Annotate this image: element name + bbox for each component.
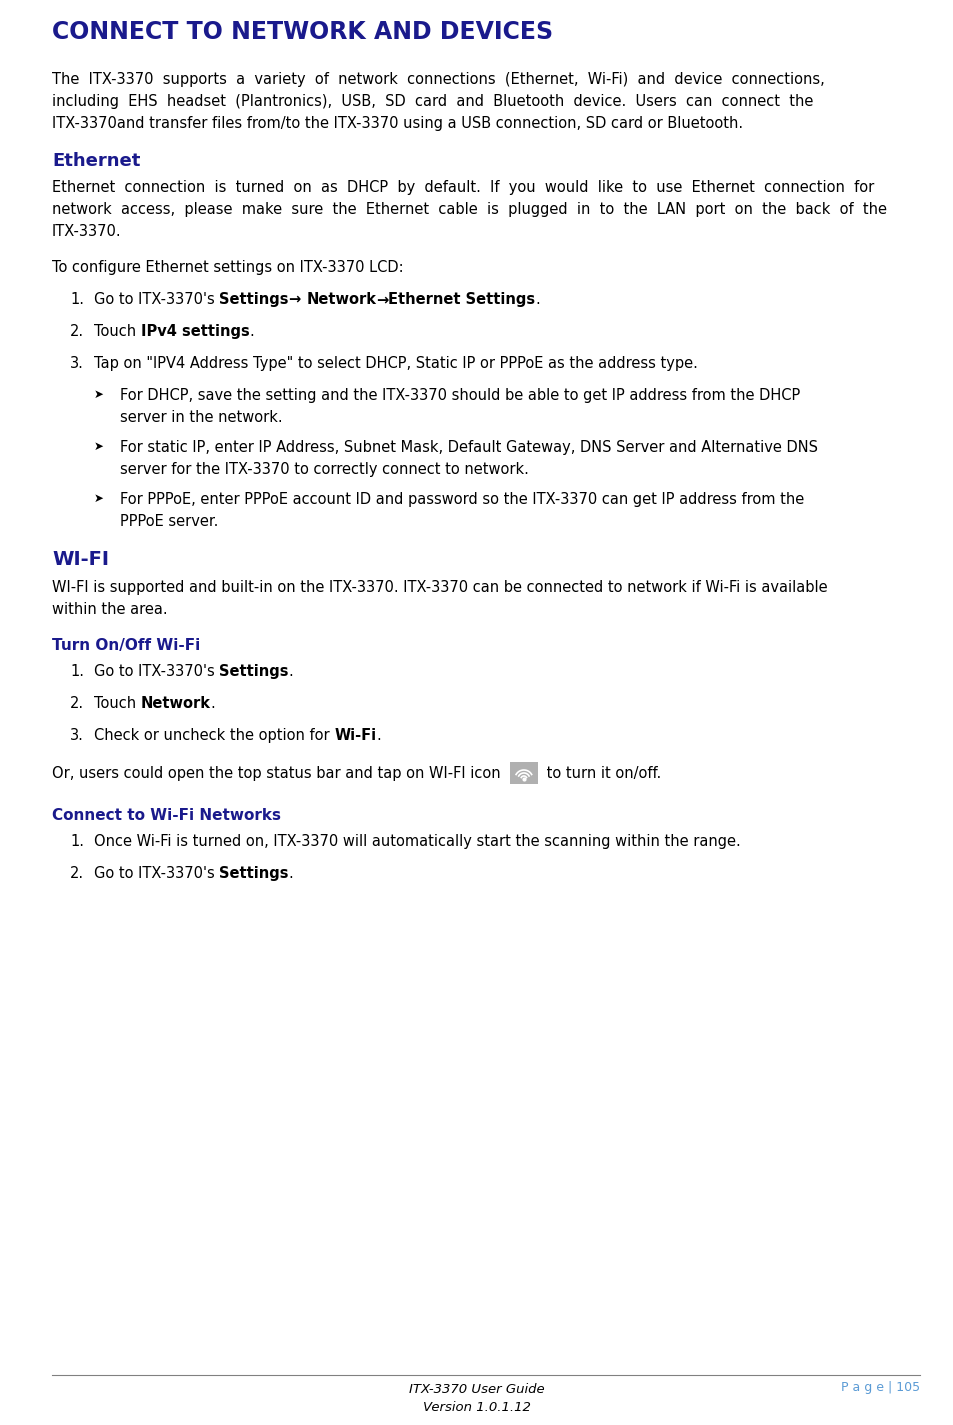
Text: 3.: 3. [70, 356, 84, 370]
Text: .: . [289, 866, 294, 881]
Text: Or, users could open the top status bar and tap on WI-FI icon: Or, users could open the top status bar … [52, 767, 509, 781]
Text: 2.: 2. [70, 866, 84, 881]
Text: 1.: 1. [70, 664, 84, 678]
Text: Ethernet  connection  is  turned  on  as  DHCP  by  default.  If  you  would  li: Ethernet connection is turned on as DHCP… [52, 180, 873, 195]
Text: To configure Ethernet settings on ITX-3370 LCD:: To configure Ethernet settings on ITX-33… [52, 259, 403, 275]
Text: For DHCP, save the setting and the ITX-3370 should be able to get IP address fro: For DHCP, save the setting and the ITX-3… [120, 388, 800, 403]
Text: Turn On/Off Wi-Fi: Turn On/Off Wi-Fi [52, 638, 200, 653]
Text: server for the ITX-3370 to correctly connect to network.: server for the ITX-3370 to correctly con… [120, 462, 528, 477]
Text: For PPPoE, enter PPPoE account ID and password so the ITX-3370 can get IP addres: For PPPoE, enter PPPoE account ID and pa… [120, 492, 803, 507]
Text: Network: Network [306, 292, 375, 306]
Text: Settings: Settings [219, 292, 289, 306]
Text: Connect to Wi-Fi Networks: Connect to Wi-Fi Networks [52, 808, 281, 824]
Text: Go to ITX-3370's: Go to ITX-3370's [94, 664, 219, 678]
Text: →: → [375, 292, 388, 306]
Text: network  access,  please  make  sure  the  Ethernet  cable  is  plugged  in  to : network access, please make sure the Eth… [52, 202, 886, 217]
Text: Ethernet Settings: Ethernet Settings [388, 292, 535, 306]
Text: Network: Network [141, 695, 211, 711]
Text: Check or uncheck the option for: Check or uncheck the option for [94, 728, 334, 742]
Text: ITX-3370and transfer files from/to the ITX-3370 using a USB connection, SD card : ITX-3370and transfer files from/to the I… [52, 115, 742, 131]
Text: 2.: 2. [70, 323, 84, 339]
Text: PPPoE server.: PPPoE server. [120, 514, 218, 529]
Text: server in the network.: server in the network. [120, 410, 282, 425]
Text: .: . [289, 664, 294, 678]
Text: including  EHS  headset  (Plantronics),  USB,  SD  card  and  Bluetooth  device.: including EHS headset (Plantronics), USB… [52, 94, 813, 108]
Text: Touch: Touch [94, 323, 141, 339]
Text: Once Wi-Fi is turned on, ITX-3370 will automatically start the scanning within t: Once Wi-Fi is turned on, ITX-3370 will a… [94, 834, 740, 849]
Text: Touch: Touch [94, 695, 141, 711]
Text: .: . [250, 323, 254, 339]
Text: within the area.: within the area. [52, 601, 168, 617]
Text: ➤: ➤ [94, 388, 104, 400]
Text: WI-FI: WI-FI [52, 550, 109, 569]
Text: P a g e | 105: P a g e | 105 [840, 1381, 919, 1394]
Text: ➤: ➤ [94, 440, 104, 453]
Text: Settings: Settings [219, 664, 289, 678]
Text: 1.: 1. [70, 834, 84, 849]
Text: .: . [211, 695, 215, 711]
Text: Wi-Fi: Wi-Fi [334, 728, 376, 742]
Text: .: . [376, 728, 381, 742]
Text: Settings: Settings [219, 866, 289, 881]
Text: Go to ITX-3370's: Go to ITX-3370's [94, 866, 219, 881]
Text: ITX-3370.: ITX-3370. [52, 224, 121, 239]
Text: CONNECT TO NETWORK AND DEVICES: CONNECT TO NETWORK AND DEVICES [52, 20, 553, 44]
Text: The  ITX-3370  supports  a  variety  of  network  connections  (Ethernet,  Wi-Fi: The ITX-3370 supports a variety of netwo… [52, 73, 824, 87]
Text: Version 1.0.1.12: Version 1.0.1.12 [422, 1401, 531, 1414]
Text: WI-FI is supported and built-in on the ITX-3370. ITX-3370 can be connected to ne: WI-FI is supported and built-in on the I… [52, 580, 827, 596]
Text: Ethernet: Ethernet [52, 152, 140, 170]
Text: Tap on "IPV4 Address Type" to select DHCP, Static IP or PPPoE as the address typ: Tap on "IPV4 Address Type" to select DHC… [94, 356, 698, 370]
Text: ➤: ➤ [94, 492, 104, 504]
Text: →: → [289, 292, 306, 306]
Text: to turn it on/off.: to turn it on/off. [541, 767, 660, 781]
Text: For static IP, enter IP Address, Subnet Mask, Default Gateway, DNS Server and Al: For static IP, enter IP Address, Subnet … [120, 440, 817, 455]
Text: Go to ITX-3370's: Go to ITX-3370's [94, 292, 219, 306]
Text: 2.: 2. [70, 695, 84, 711]
Text: 1.: 1. [70, 292, 84, 306]
Text: IPv4 settings: IPv4 settings [141, 323, 250, 339]
Text: .: . [535, 292, 539, 306]
Text: ITX-3370 User Guide: ITX-3370 User Guide [409, 1384, 544, 1396]
Text: 3.: 3. [70, 728, 84, 742]
Bar [509, 762, 537, 784]
